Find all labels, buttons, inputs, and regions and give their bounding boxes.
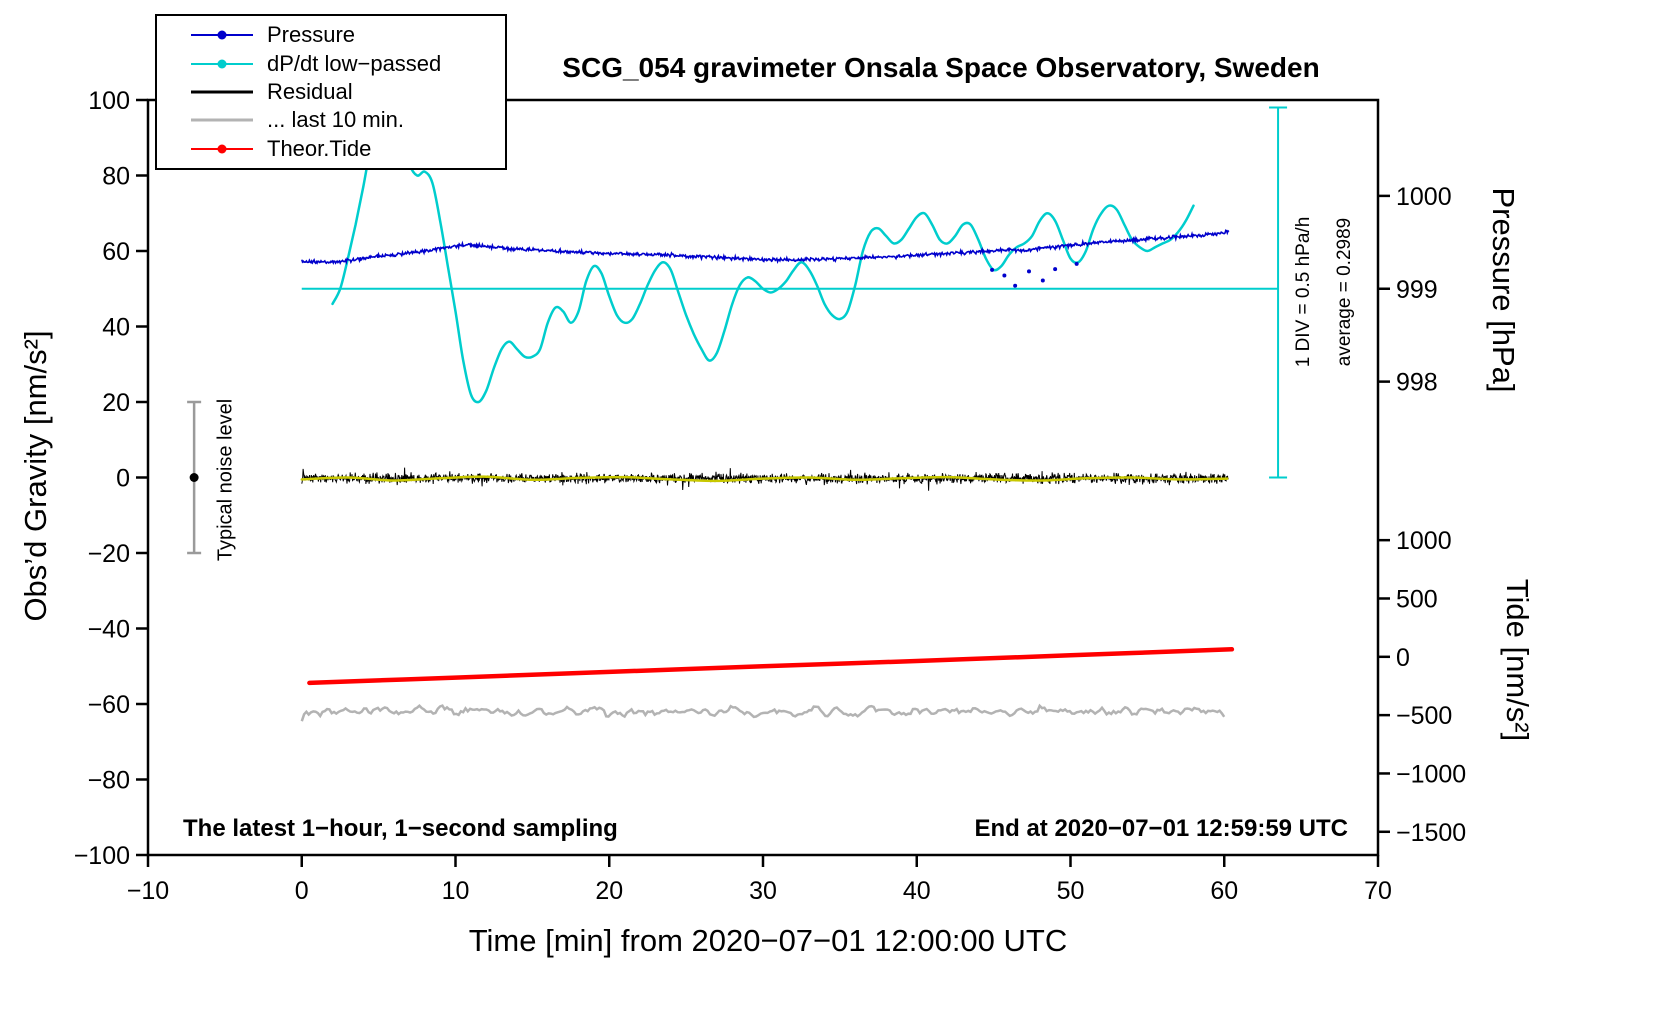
x-tick-label: 60 [1210, 877, 1238, 905]
average-annotation: average = 0.2989 [1334, 217, 1355, 367]
tide-tick-label: 0 [1396, 644, 1410, 672]
pressure-axis-label: Pressure [hPa] [1486, 187, 1521, 393]
legend-dot-sample [217, 144, 227, 154]
legend-label: ... last 10 min. [267, 107, 404, 133]
div-scale-annotation: 1 DIV = 0.5 hPa/h [1293, 216, 1314, 368]
gravity-tick-label: −100 [74, 842, 130, 870]
legend-label: Pressure [267, 22, 356, 48]
legend-swatch [191, 30, 253, 41]
series-dp-dt-low-passed [331, 100, 1195, 404]
x-tick-label: 10 [442, 877, 470, 905]
tide-axis-label: Tide [nm/s²] [1500, 578, 1535, 742]
gravity-tick-label: 0 [116, 465, 130, 493]
gravity-axis-label: Obs’d Gravity [nm/s²] [18, 330, 53, 622]
end-time-note: End at 2020−07−01 12:59:59 UTC [974, 815, 1348, 842]
legend-label: Residual [267, 78, 353, 104]
x-tick-label: 50 [1057, 877, 1085, 905]
x-tick-label: 30 [749, 877, 777, 905]
pressure-tick-label: 999 [1396, 276, 1438, 304]
legend-swatch [191, 115, 253, 126]
series-theor-tide [307, 647, 1235, 686]
series-pressure [301, 229, 1230, 266]
legend-line-sample [191, 118, 253, 122]
gravity-tick-label: −60 [88, 691, 130, 719]
gravity-tick-label: 60 [102, 238, 130, 266]
legend: Pressure dP/dt low−passed Residual ... last… [155, 14, 507, 170]
tide-tick-label: −500 [1396, 702, 1452, 730]
legend-item-4: Theor.Tide [157, 136, 505, 162]
x-tick-label: 20 [595, 877, 623, 905]
gravity-tick-label: 40 [102, 314, 130, 342]
series-pressure-outliers-dot [1040, 278, 1045, 283]
legend-item-1: dP/dt low−passed [157, 51, 505, 77]
legend-dot-sample [217, 30, 227, 40]
tide-tick-label: 1000 [1396, 527, 1452, 555]
x-tick-label: 0 [295, 877, 309, 905]
series-pressure-outliers-dot [1074, 261, 1079, 266]
gravity-tick-label: 100 [88, 87, 130, 115]
legend-item-2: Residual [157, 79, 505, 105]
gravity-tick-label: −40 [88, 616, 130, 644]
gravity-tick-label: 20 [102, 389, 130, 417]
x-tick-label: −10 [127, 877, 169, 905]
pressure-tick-label: 998 [1396, 369, 1438, 397]
x-tick-label: 70 [1364, 877, 1392, 905]
tide-tick-label: −1000 [1396, 760, 1466, 788]
x-tick-label: 40 [903, 877, 931, 905]
legend-label: dP/dt low−passed [267, 50, 442, 76]
legend-label: Theor.Tide [267, 135, 372, 161]
gravity-tick-label: 80 [102, 163, 130, 191]
series-pressure-outliers-dot [990, 267, 995, 272]
gravity-tick-label: −20 [88, 540, 130, 568]
series-pressure-outliers-dot [1053, 267, 1058, 272]
sampling-note: The latest 1−hour, 1−second sampling [183, 815, 618, 842]
series-pressure-outliers-dot [1002, 273, 1007, 278]
legend-item-3: ... last 10 min. [157, 107, 505, 133]
legend-item-0: Pressure [157, 22, 505, 48]
pressure-tick-label: 1000 [1396, 183, 1452, 211]
series-pressure-outliers-dot [1026, 269, 1031, 274]
legend-swatch [191, 143, 253, 154]
legend-swatch [191, 86, 253, 97]
tide-tick-label: −1500 [1396, 819, 1466, 847]
traces-group [300, 100, 1288, 722]
series-pressure-outliers-dot [1013, 283, 1018, 288]
chart-title: SCG_054 gravimeter Onsala Space Observat… [562, 52, 1320, 83]
legend-swatch [191, 58, 253, 69]
series-residual-last-10-min [300, 703, 1226, 722]
gravity-tick-label: −80 [88, 767, 130, 795]
legend-line-sample [191, 90, 253, 94]
legend-dot-sample [217, 59, 227, 69]
noise-error-bar-dot [189, 473, 199, 482]
time-axis-label: Time [min] from 2020−07−01 12:00:00 UTC [468, 923, 1068, 958]
series-residual-low-passed [300, 475, 1229, 483]
noise-level-annotation: Typical noise level [214, 398, 237, 562]
tide-tick-label: 500 [1396, 585, 1438, 613]
